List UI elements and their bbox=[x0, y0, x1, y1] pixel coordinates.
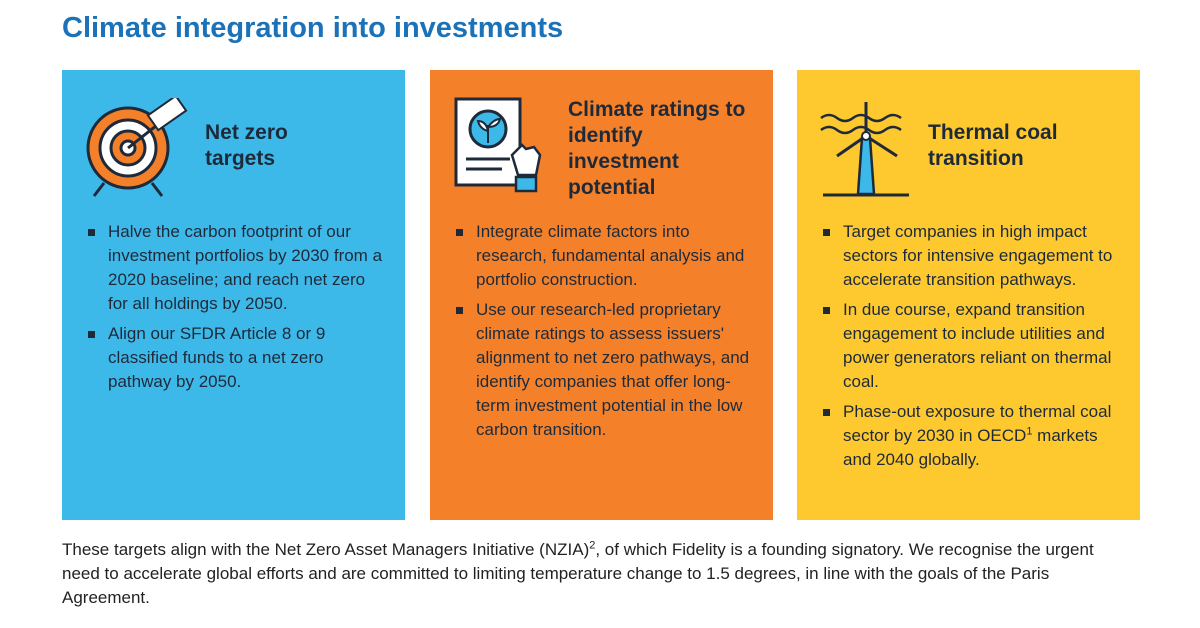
footer-text: These targets align with the Net Zero As… bbox=[62, 540, 590, 559]
bullet: Align our SFDR Article 8 or 9 classified… bbox=[86, 322, 386, 394]
turbine-icon bbox=[820, 102, 909, 197]
bullet-list: Halve the carbon footprint of our invest… bbox=[86, 220, 386, 400]
bullet: Target companies in high impact sectors … bbox=[821, 220, 1121, 292]
bullet: Halve the carbon footprint of our invest… bbox=[86, 220, 386, 316]
bullet-list: Target companies in high impact sectors … bbox=[821, 220, 1121, 478]
bullet-text: Phase-out exposure to thermal coal secto… bbox=[843, 402, 1112, 445]
card: Net zero targets Halve the carbon footpr… bbox=[62, 70, 405, 520]
bullet-text: markets and 2040 globally. bbox=[843, 426, 1098, 469]
bullet: Phase-out exposure to thermal coal secto… bbox=[821, 400, 1121, 472]
ratings-icon bbox=[454, 97, 542, 193]
bullet: Integrate climate factors into research,… bbox=[454, 220, 754, 292]
footer-note: These targets align with the Net Zero As… bbox=[62, 538, 1102, 610]
bullet-list: Integrate climate factors into research,… bbox=[454, 220, 754, 448]
target-icon bbox=[86, 98, 188, 197]
card-title: Climate ratings to identify investment p… bbox=[568, 98, 746, 199]
footnote-marker: 1 bbox=[1026, 425, 1033, 438]
page-title: Climate integration into investments bbox=[62, 12, 564, 44]
bullet: Use our research-led proprietary climate… bbox=[454, 298, 754, 442]
card-title: Net zero targets bbox=[205, 121, 288, 170]
card: Climate ratings to identify investment p… bbox=[430, 70, 773, 520]
card-title: Thermal coal transition bbox=[928, 121, 1058, 170]
card: Thermal coal transition Target companies… bbox=[797, 70, 1140, 520]
footnote-marker: 2 bbox=[589, 539, 596, 552]
bullet: In due course, expand transition engagem… bbox=[821, 298, 1121, 394]
footer-text: , of which Fidelity is a founding signat… bbox=[62, 540, 1094, 607]
